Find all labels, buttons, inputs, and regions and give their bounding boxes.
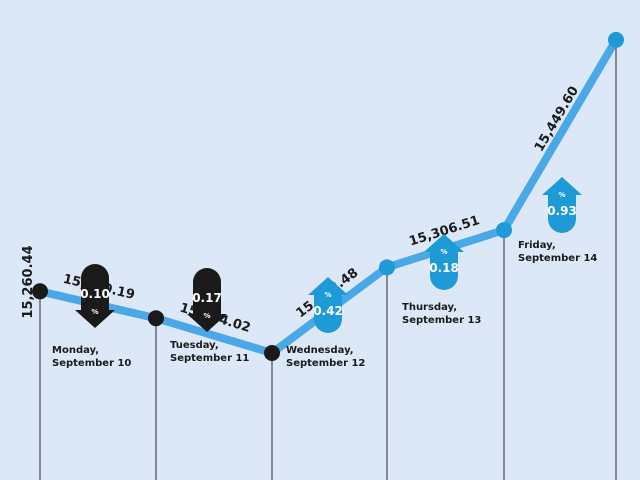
day-name-1: Monday, [52,345,99,356]
percent-symbol-5: % [558,191,565,199]
change-value-2: 0.17 [192,291,222,305]
change-value-5: 0.93 [547,204,577,218]
day-name-3: Wednesday, [286,345,354,356]
value-label-0: 15,260.44 [21,245,36,318]
day-date-5: September 14 [518,253,597,264]
day-name-4: Thursday, [402,302,457,313]
change-arrow-3: % 0.42 [308,277,348,333]
down-arrow-icon [75,264,115,328]
percent-symbol-3: % [324,291,331,299]
change-value-4: 0.18 [429,261,459,275]
data-point-4 [496,222,512,239]
data-point-2 [264,344,280,361]
up-arrow-icon [424,234,464,290]
down-arrow-icon [187,268,227,332]
day-date-2: September 11 [170,353,249,364]
line-segment-1 [152,314,276,357]
up-arrow-icon [542,177,582,233]
day-name-2: Tuesday, [170,340,219,351]
change-arrow-4: % 0.18 [424,234,464,290]
data-point-5 [608,31,624,48]
day-date-3: September 12 [286,358,365,369]
up-arrow-icon [308,277,348,333]
day-date-4: September 13 [402,315,481,326]
change-value-1: 0.10 [80,287,110,301]
line-segment-4 [500,35,620,235]
percent-symbol-4: % [440,248,447,256]
day-name-5: Friday, [518,240,556,251]
percent-symbol-1: % [91,308,98,316]
day-labels: Monday, September 10 Tuesday, September 11 W… [52,240,597,369]
day-divider-lines [39,39,617,480]
data-point-0 [32,283,48,300]
change-value-3: 0.42 [313,304,343,318]
day-date-1: September 10 [52,358,131,369]
change-arrow-1: 0.10% [75,264,115,328]
change-arrow-2: 0.17% [187,268,227,332]
data-point-1 [148,310,164,327]
data-point-3 [379,259,395,276]
change-arrows: 0.10%0.17%%0.42%0.18%0.93 [75,177,582,333]
percent-symbol-2: % [203,312,210,320]
data-points [32,31,624,361]
change-arrow-5: % 0.93 [542,177,582,233]
